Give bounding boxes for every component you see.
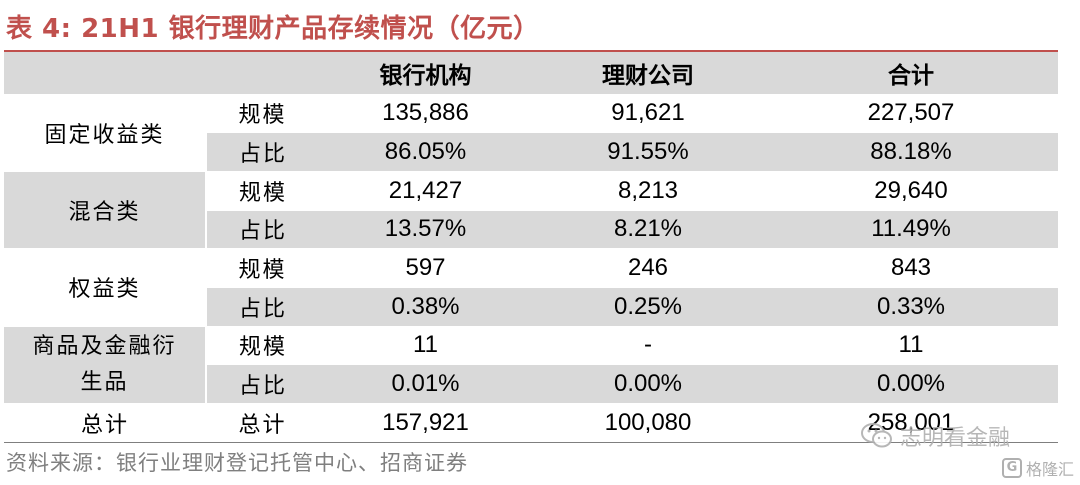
table-row: 权益类 规模 597 246 843 (4, 248, 1058, 327)
cell-wmc: - (532, 326, 764, 366)
total-total: 258,001 (764, 403, 1058, 443)
header-wmc: 理财公司 (532, 52, 764, 95)
cell-total: 11.49% (764, 210, 1058, 250)
total-row: 总计 总计 157,921 100,080 258,001 (4, 403, 1058, 443)
metric-label: 规模 (205, 326, 319, 366)
cell-wmc: 8,213 (532, 171, 764, 211)
table-row: 占比 0.01% 0.00% 0.00% (4, 364, 1058, 404)
cell-bank: 86.05% (319, 132, 532, 172)
metric-label: 规模 (206, 94, 319, 134)
cell-wmc: 91,621 (532, 94, 764, 134)
source-note: 资料来源：银行业理财登记托管中心、招商证券 (6, 451, 468, 475)
metric-label: 占比 (205, 132, 319, 172)
total-metric: 总计 (206, 403, 319, 443)
title-rule (4, 50, 1058, 52)
total-category: 总计 (4, 403, 206, 443)
cell-wmc: 246 (532, 248, 764, 288)
table-row: 固定收益类 规模 135,886 91,621 227,507 (4, 94, 1058, 172)
cell-wmc: 8.21% (532, 210, 764, 250)
table-row: 商品及金融衍 生品 规模 11 - 11 (4, 326, 1058, 405)
metric-label: 占比 (205, 210, 319, 250)
wealth-products-table: 银行机构 理财公司 合计 固定收益类 规模 135,886 91,621 227… (4, 52, 1058, 443)
cell-bank: 0.01% (319, 364, 532, 404)
watermark-sub-text: 格隆汇 (1026, 460, 1075, 479)
header-row: 银行机构 理财公司 合计 (4, 52, 1058, 95)
table-row: 占比 86.05% 91.55% 88.18% (4, 132, 1058, 172)
cell-wmc: 0.25% (532, 287, 764, 327)
cell-total: 11 (764, 326, 1058, 366)
cell-bank: 13.57% (319, 210, 532, 250)
category-equity: 权益类 (4, 248, 206, 327)
table-row: 占比 13.57% 8.21% 11.49% (4, 210, 1058, 250)
metric-label: 规模 (206, 248, 319, 288)
cell-total: 227,507 (764, 94, 1058, 134)
cell-total: 0.00% (764, 364, 1058, 404)
watermark-sub: G 格隆汇 (1002, 456, 1074, 480)
table-row: 占比 0.38% 0.25% 0.33% (4, 287, 1058, 327)
category-line-2: 生品 (80, 369, 129, 395)
wechat-icon (861, 423, 892, 448)
cell-bank: 11 (319, 326, 532, 366)
total-wmc: 100,080 (532, 403, 764, 443)
cell-total: 88.18% (764, 132, 1058, 172)
cell-bank: 597 (319, 248, 532, 288)
category-commodities-derivatives: 商品及金融衍 生品 (4, 326, 206, 405)
category-line-1: 商品及金融衍 (32, 333, 177, 359)
header-bank: 银行机构 (319, 52, 532, 95)
cell-wmc: 91.55% (532, 132, 764, 172)
header-total: 合计 (764, 52, 1058, 95)
gelonghui-icon: G (1002, 458, 1022, 478)
metric-label: 占比 (205, 364, 319, 404)
category-fixed-income: 固定收益类 (4, 94, 206, 172)
cell-wmc: 0.00% (532, 364, 764, 404)
cell-total: 29,640 (764, 171, 1058, 211)
table-title: 表 4: 21H1 银行理财产品存续情况（亿元） (6, 14, 540, 44)
header-blank-2 (206, 52, 319, 95)
metric-label: 占比 (205, 287, 319, 327)
total-bank: 157,921 (319, 403, 532, 443)
watermark-main-text: 志明看金融 (900, 426, 1011, 451)
cell-total: 0.33% (764, 287, 1058, 327)
cell-bank: 21,427 (319, 171, 532, 211)
cell-bank: 0.38% (319, 287, 532, 327)
table-row: 混合类 规模 21,427 8,213 29,640 (4, 171, 1058, 250)
watermark-main: 志明看金融 (860, 420, 1010, 452)
cell-bank: 135,886 (319, 94, 532, 134)
cell-total: 843 (764, 248, 1058, 288)
category-mixed: 混合类 (4, 171, 206, 250)
header-blank-1 (4, 52, 206, 95)
metric-label: 规模 (205, 171, 319, 211)
